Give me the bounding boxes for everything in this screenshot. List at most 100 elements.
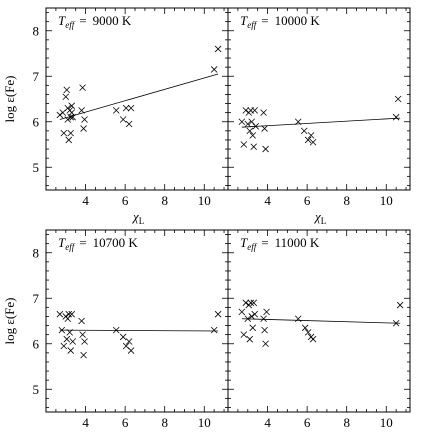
data-point (309, 138, 317, 146)
data-point (81, 116, 88, 123)
data-point (68, 310, 76, 318)
data-point (122, 104, 130, 112)
data-point (69, 113, 76, 121)
data-point (246, 127, 254, 135)
plot-frame (227, 229, 411, 413)
data-point (247, 299, 255, 307)
data-point (66, 329, 74, 336)
data-point (240, 331, 248, 338)
x-axis-title: χL (313, 209, 326, 226)
data-point (240, 141, 248, 148)
x-axis-title: χL (313, 431, 326, 436)
data-point (246, 335, 254, 343)
data-point (294, 315, 302, 323)
panel-label: Teff = 10000 K (240, 13, 320, 30)
data-point (250, 299, 258, 307)
data-point (67, 129, 75, 137)
y-axis-title: log ε(Fe) (2, 76, 17, 123)
y-tick-label: 5 (33, 382, 40, 397)
data-point (58, 326, 66, 334)
data-point (260, 109, 267, 116)
plot-frame (45, 7, 229, 191)
data-point (261, 125, 268, 132)
x-tick-label: 6 (304, 193, 311, 208)
data-point (78, 107, 85, 114)
panel-label-symbol: T (58, 13, 66, 28)
data-point (252, 123, 259, 130)
panel-label-value: 9000 K (93, 13, 132, 28)
y-tick-label: 6 (33, 114, 40, 129)
panel-label-symbol: T (58, 235, 66, 250)
data-point (249, 132, 257, 139)
panel-label: Teff = 11000 K (240, 235, 320, 252)
data-point (394, 95, 402, 103)
plot-frame (227, 7, 411, 191)
data-point (64, 116, 72, 123)
y-tick-label: 7 (33, 291, 40, 306)
data-point (294, 118, 302, 126)
panel-label-subscript: eff (65, 20, 75, 30)
fit-line (59, 329, 219, 332)
data-point (249, 324, 257, 332)
data-point (112, 107, 120, 114)
data-point (80, 351, 87, 359)
data-point (68, 109, 76, 116)
panel-label-equals: = (261, 13, 268, 28)
x-tick-label: 4 (82, 193, 89, 208)
panel-label-subscript: eff (247, 20, 257, 30)
data-point (69, 338, 76, 345)
x-tick-label: 10 (380, 193, 393, 208)
data-point (60, 129, 68, 137)
panel-label-value: 10700 K (93, 235, 139, 250)
data-point (79, 331, 86, 338)
x-tick-label: 4 (264, 415, 271, 430)
panel-3: 4 6 8 10 5 6 7 8 Teff = 10700 K χL log ε(Fe) (2, 229, 229, 436)
x-axis-title: χL (131, 209, 144, 226)
data-point (63, 335, 71, 343)
y-tick-label: 6 (33, 336, 40, 351)
x-tick-label: 8 (161, 415, 168, 430)
data-point (214, 45, 222, 53)
data-point (64, 315, 72, 323)
y-tick-label: 8 (33, 23, 40, 38)
data-point (214, 310, 222, 318)
x-tick-label: 8 (343, 415, 350, 430)
data-point (63, 86, 71, 94)
data-point (260, 315, 267, 323)
data-point (244, 315, 252, 323)
x-axis-subscript: L (139, 216, 145, 226)
x-axis-subscript: L (321, 216, 327, 226)
y-tick-label: 8 (33, 245, 40, 260)
data-point (261, 326, 268, 334)
data-point (392, 113, 400, 121)
x-tick-label: 6 (122, 193, 129, 208)
x-tick-label: 4 (264, 193, 271, 208)
data-point (251, 310, 258, 318)
data-point (251, 107, 258, 114)
panel-label-value: 10000 K (275, 13, 321, 28)
x-axis-symbol: χ (313, 431, 321, 436)
data-point (60, 342, 68, 350)
x-axis-symbol: χ (131, 431, 139, 436)
data-point (248, 118, 256, 126)
panel-label-subscript: eff (65, 242, 75, 252)
data-point (112, 326, 120, 334)
data-point (56, 111, 64, 119)
panel-label: Teff = 9000 K (58, 13, 132, 30)
plot-frame (45, 229, 229, 413)
data-point (79, 84, 86, 91)
data-point (119, 333, 127, 341)
x-tick-label: 6 (304, 415, 311, 430)
x-tick-label: 10 (198, 415, 211, 430)
data-point (78, 317, 85, 325)
x-tick-label: 4 (82, 415, 89, 430)
data-point (67, 347, 75, 354)
data-point (396, 301, 404, 309)
data-point (210, 326, 218, 334)
data-point (80, 125, 87, 132)
x-axis-title: χL (131, 431, 144, 436)
data-point (304, 329, 312, 336)
data-point (301, 324, 309, 332)
